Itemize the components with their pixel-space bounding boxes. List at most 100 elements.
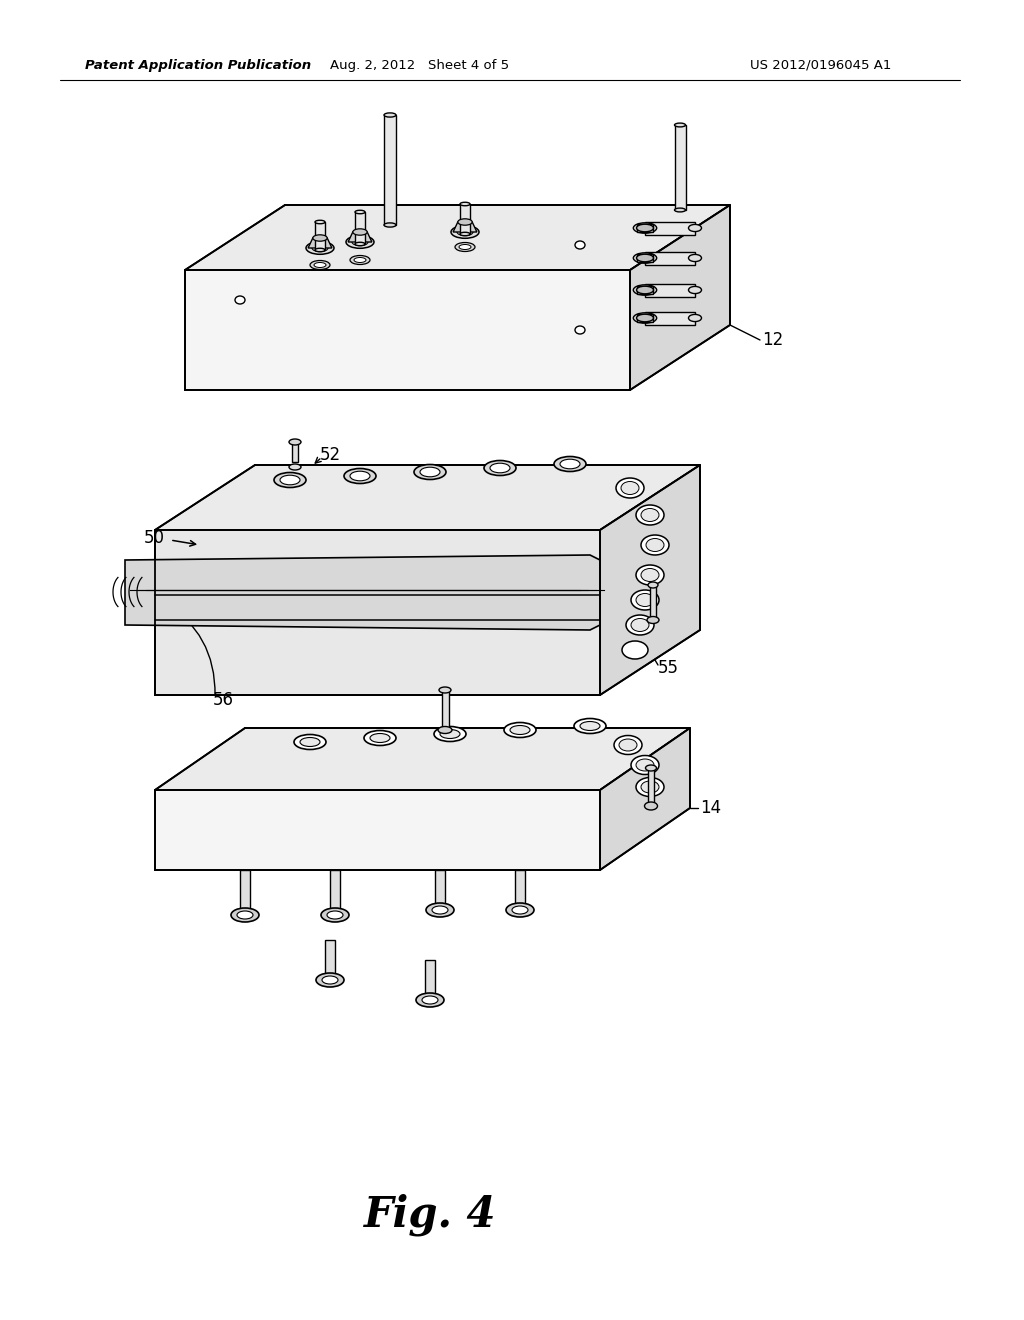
Ellipse shape — [641, 781, 659, 793]
Ellipse shape — [633, 285, 656, 296]
Polygon shape — [600, 729, 690, 870]
Polygon shape — [645, 312, 695, 325]
Ellipse shape — [300, 738, 319, 747]
Polygon shape — [155, 531, 600, 595]
Ellipse shape — [626, 615, 654, 635]
Ellipse shape — [451, 226, 479, 239]
Text: Aug. 2, 2012   Sheet 4 of 5: Aug. 2, 2012 Sheet 4 of 5 — [331, 58, 510, 71]
Ellipse shape — [688, 255, 701, 261]
Text: 55: 55 — [658, 659, 679, 677]
Ellipse shape — [315, 248, 325, 252]
Ellipse shape — [459, 244, 471, 249]
Ellipse shape — [274, 473, 306, 487]
Ellipse shape — [631, 619, 649, 631]
Ellipse shape — [688, 314, 701, 322]
Polygon shape — [315, 222, 325, 249]
Ellipse shape — [512, 906, 528, 913]
Ellipse shape — [344, 469, 376, 483]
Polygon shape — [355, 213, 365, 244]
Polygon shape — [435, 870, 445, 909]
Polygon shape — [384, 115, 396, 224]
Ellipse shape — [426, 903, 454, 917]
Polygon shape — [600, 465, 700, 696]
Ellipse shape — [237, 911, 253, 919]
Polygon shape — [645, 284, 695, 297]
Ellipse shape — [434, 726, 466, 742]
Text: Patent Application Publication: Patent Application Publication — [85, 58, 311, 71]
Ellipse shape — [639, 315, 651, 321]
Ellipse shape — [355, 243, 365, 246]
Text: US 2012/0196045 A1: US 2012/0196045 A1 — [750, 58, 891, 71]
Text: 52: 52 — [319, 446, 341, 465]
Ellipse shape — [416, 993, 444, 1007]
Polygon shape — [637, 314, 653, 322]
Ellipse shape — [688, 224, 701, 231]
Text: 50: 50 — [144, 529, 165, 546]
Ellipse shape — [639, 286, 651, 293]
Ellipse shape — [455, 243, 475, 252]
Polygon shape — [292, 442, 298, 462]
Ellipse shape — [510, 726, 530, 734]
Ellipse shape — [384, 114, 396, 117]
Polygon shape — [155, 531, 600, 696]
Ellipse shape — [580, 722, 600, 730]
Polygon shape — [185, 205, 730, 271]
Ellipse shape — [432, 906, 449, 913]
Ellipse shape — [280, 475, 300, 484]
Polygon shape — [637, 286, 653, 294]
Text: 12: 12 — [762, 331, 783, 348]
Polygon shape — [460, 205, 470, 234]
Ellipse shape — [641, 508, 659, 521]
Ellipse shape — [504, 722, 536, 738]
Ellipse shape — [460, 232, 470, 236]
Polygon shape — [645, 252, 695, 264]
Ellipse shape — [289, 440, 301, 445]
Ellipse shape — [622, 642, 648, 659]
Ellipse shape — [506, 903, 534, 917]
Ellipse shape — [614, 735, 642, 755]
Ellipse shape — [354, 257, 366, 263]
Polygon shape — [637, 255, 653, 261]
Polygon shape — [645, 222, 695, 235]
Ellipse shape — [231, 908, 259, 921]
Ellipse shape — [647, 616, 659, 623]
Ellipse shape — [321, 908, 349, 921]
Ellipse shape — [346, 236, 374, 248]
Ellipse shape — [631, 755, 659, 775]
Polygon shape — [155, 620, 600, 696]
Ellipse shape — [439, 686, 451, 693]
Polygon shape — [325, 940, 335, 979]
Ellipse shape — [616, 478, 644, 498]
Ellipse shape — [350, 471, 370, 480]
Ellipse shape — [364, 730, 396, 746]
Ellipse shape — [414, 465, 446, 479]
Ellipse shape — [440, 730, 460, 738]
Ellipse shape — [636, 506, 664, 525]
Ellipse shape — [554, 457, 586, 471]
Ellipse shape — [637, 224, 653, 232]
Polygon shape — [330, 870, 340, 915]
Ellipse shape — [310, 260, 330, 269]
Ellipse shape — [633, 223, 656, 234]
Ellipse shape — [618, 739, 637, 751]
Ellipse shape — [353, 228, 368, 235]
Polygon shape — [125, 554, 600, 630]
Polygon shape — [155, 465, 700, 531]
Ellipse shape — [458, 219, 472, 226]
Ellipse shape — [645, 766, 656, 771]
Polygon shape — [425, 960, 435, 1001]
Polygon shape — [675, 125, 685, 210]
Text: 56: 56 — [213, 690, 234, 709]
Ellipse shape — [484, 461, 516, 475]
Ellipse shape — [420, 467, 440, 477]
Ellipse shape — [355, 210, 365, 214]
Ellipse shape — [316, 973, 344, 987]
Ellipse shape — [294, 734, 326, 750]
Ellipse shape — [641, 535, 669, 554]
Ellipse shape — [636, 759, 654, 771]
Ellipse shape — [438, 726, 452, 734]
Ellipse shape — [641, 569, 659, 582]
Ellipse shape — [315, 220, 325, 224]
Ellipse shape — [637, 255, 653, 261]
Polygon shape — [185, 271, 630, 389]
